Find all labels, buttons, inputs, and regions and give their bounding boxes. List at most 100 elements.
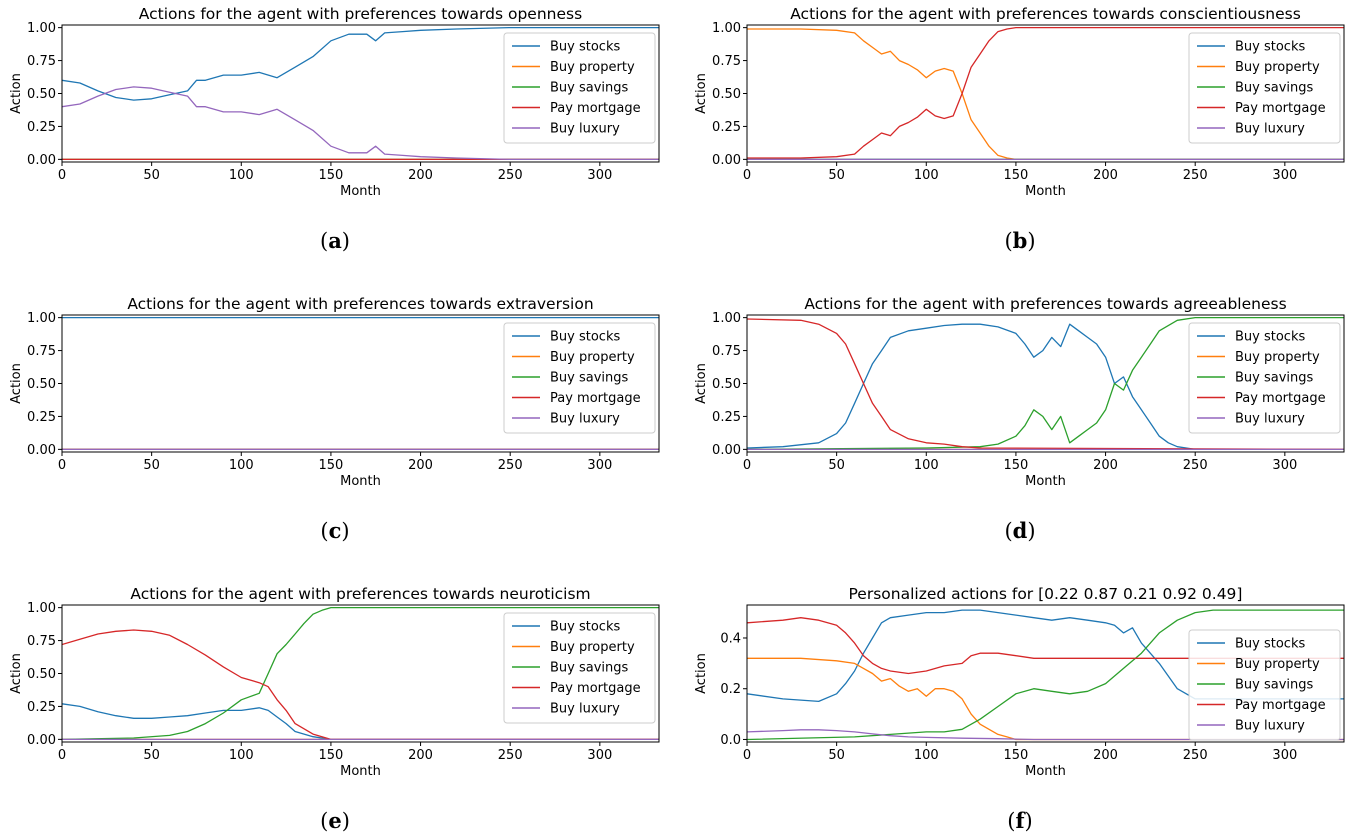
y-tick-label: 0.2 xyxy=(720,682,741,697)
y-tick-label: 1.00 xyxy=(712,311,741,326)
x-tick-label: 0 xyxy=(58,168,66,183)
legend-label-buy-savings: Buy savings xyxy=(1235,81,1314,96)
legend-label-buy-stocks: Buy stocks xyxy=(550,620,620,635)
chart-title: Actions for the agent with preferences t… xyxy=(139,5,582,23)
plot-frame xyxy=(746,604,1345,743)
x-tick-label: 250 xyxy=(498,168,523,183)
y-axis-label: Action xyxy=(9,73,24,114)
x-tick-label: 200 xyxy=(408,748,433,763)
x-tick-label: 0 xyxy=(743,168,751,183)
chart-panel-neuroticism: Actions for the agent with preferences t… xyxy=(0,580,660,830)
legend-label-buy-luxury: Buy luxury xyxy=(1235,122,1305,137)
legend-label-buy-luxury: Buy luxury xyxy=(1235,412,1305,427)
legend-label-buy-property: Buy property xyxy=(550,350,635,365)
chart-panel-personalized: Personalized actions for [0.22 0.87 0.21… xyxy=(685,580,1345,830)
legend-label-buy-savings: Buy savings xyxy=(1235,371,1314,386)
x-tick-label: 100 xyxy=(914,458,939,473)
y-tick-label: 1.00 xyxy=(27,21,56,36)
x-tick-label: 50 xyxy=(828,168,845,183)
chart-svg: Actions for the agent with preferences t… xyxy=(9,585,660,779)
x-axis-label: Month xyxy=(340,474,381,489)
series-line-buy-savings xyxy=(747,316,1344,451)
x-tick-label: 300 xyxy=(587,458,612,473)
legend-label-buy-stocks: Buy stocks xyxy=(1235,40,1305,55)
x-tick-label: 150 xyxy=(319,168,344,183)
caption-f: (f) xyxy=(1007,808,1033,833)
series-group xyxy=(747,26,1344,161)
x-tick-label: 200 xyxy=(408,458,433,473)
series-line-pay-mortgage xyxy=(747,26,1344,159)
legend: Buy stocks Buy property Buy savings Pay mor… xyxy=(503,32,656,144)
x-tick-label: 300 xyxy=(1272,458,1297,473)
legend-label-buy-luxury: Buy luxury xyxy=(550,412,620,427)
y-tick-label: 0.25 xyxy=(27,700,56,715)
y-tick-label: 0.50 xyxy=(27,87,56,102)
legend-label-buy-stocks: Buy stocks xyxy=(1235,637,1305,652)
y-tick-label: 0.4 xyxy=(720,631,741,646)
caption-letter: a xyxy=(328,228,342,253)
series-line-buy-stocks xyxy=(747,609,1344,703)
chart-title: Actions for the agent with preferences t… xyxy=(790,5,1301,23)
y-tick-label: 0.00 xyxy=(712,443,741,458)
y-axis-label: Action xyxy=(694,363,709,404)
y-tick-label: 1.00 xyxy=(27,601,56,616)
y-tick-label: 0.75 xyxy=(27,54,56,69)
x-axis-label: Month xyxy=(1025,474,1066,489)
legend-box xyxy=(1188,322,1341,434)
legend-label-buy-property: Buy property xyxy=(1235,60,1320,75)
y-axis-label: Action xyxy=(9,653,24,694)
y-tick-label: 0.75 xyxy=(27,344,56,359)
legend-label-buy-savings: Buy savings xyxy=(550,81,629,96)
y-tick-label: 0.25 xyxy=(27,120,56,135)
x-tick-label: 250 xyxy=(1183,458,1208,473)
series-line-pay-mortgage xyxy=(747,318,1344,451)
legend-label-buy-stocks: Buy stocks xyxy=(550,40,620,55)
chart-title: Personalized actions for [0.22 0.87 0.21… xyxy=(849,585,1243,603)
series-line-buy-luxury xyxy=(62,86,659,161)
legend-box xyxy=(503,322,656,434)
x-axis-label: Month xyxy=(340,184,381,199)
x-tick-label: 300 xyxy=(587,168,612,183)
x-tick-label: 50 xyxy=(143,748,160,763)
x-tick-label: 300 xyxy=(587,748,612,763)
x-tick-label: 100 xyxy=(229,748,254,763)
x-tick-label: 50 xyxy=(143,458,160,473)
legend-label-pay-mortgage: Pay mortgage xyxy=(550,101,641,116)
x-tick-label: 0 xyxy=(58,458,66,473)
x-tick-label: 300 xyxy=(1272,168,1297,183)
x-tick-label: 200 xyxy=(1093,458,1118,473)
y-tick-label: 0.75 xyxy=(712,344,741,359)
series-line-pay-mortgage xyxy=(62,629,659,741)
y-axis-label: Action xyxy=(694,73,709,114)
series-line-buy-property xyxy=(747,657,1344,741)
legend-label-buy-property: Buy property xyxy=(550,60,635,75)
x-tick-label: 150 xyxy=(1004,748,1029,763)
caption-c: (c) xyxy=(320,518,350,543)
y-tick-label: 0.0 xyxy=(720,733,741,748)
y-tick-label: 1.00 xyxy=(712,21,741,36)
legend-label-buy-property: Buy property xyxy=(1235,350,1320,365)
chart-title: Actions for the agent with preferences t… xyxy=(804,295,1286,313)
chart-svg: Actions for the agent with preferences t… xyxy=(9,5,660,199)
legend-label-buy-luxury: Buy luxury xyxy=(550,122,620,137)
y-tick-label: 0.00 xyxy=(27,443,56,458)
x-tick-label: 100 xyxy=(914,748,939,763)
series-line-buy-stocks xyxy=(62,26,659,101)
x-tick-label: 200 xyxy=(1093,748,1118,763)
x-tick-label: 0 xyxy=(743,748,751,763)
chart-title: Actions for the agent with preferences t… xyxy=(127,295,593,313)
series-line-pay-mortgage xyxy=(747,617,1344,675)
series-group xyxy=(62,606,659,741)
x-tick-label: 250 xyxy=(498,748,523,763)
y-tick-label: 0.00 xyxy=(712,153,741,168)
legend: Buy stocks Buy property Buy savings Pay mor… xyxy=(1188,629,1341,741)
x-tick-label: 250 xyxy=(1183,168,1208,183)
caption-a: (a) xyxy=(319,228,350,253)
caption-e: (e) xyxy=(320,808,350,833)
y-tick-label: 0.50 xyxy=(712,87,741,102)
legend: Buy stocks Buy property Buy savings Pay mor… xyxy=(503,612,656,724)
x-tick-label: 150 xyxy=(319,748,344,763)
y-tick-label: 0.50 xyxy=(712,377,741,392)
y-tick-label: 0.00 xyxy=(27,153,56,168)
x-tick-label: 100 xyxy=(229,458,254,473)
